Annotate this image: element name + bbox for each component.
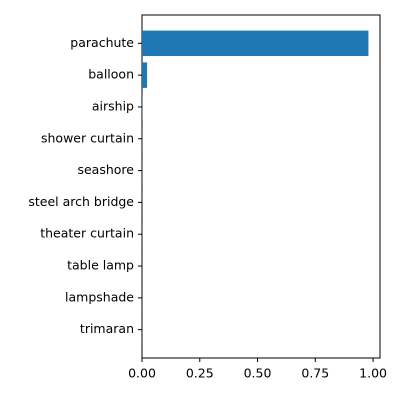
y-tick-label: steel arch bridge: [28, 194, 134, 209]
y-tick-label: balloon: [88, 67, 134, 82]
bar: [142, 30, 369, 57]
y-tick-label: table lamp: [67, 258, 134, 273]
y-tick-label: parachute: [70, 35, 134, 50]
y-tick-label: seashore: [77, 162, 134, 177]
x-tick-label: 1.00: [359, 366, 387, 381]
x-tick-label: 0.25: [186, 366, 214, 381]
bar: [142, 62, 148, 88]
x-tick-label: 0.75: [301, 366, 329, 381]
plot-frame: [141, 14, 381, 359]
y-tick-label: lampshade: [65, 289, 134, 304]
y-tick-label: trimaran: [80, 321, 134, 336]
y-tick-label: airship: [92, 98, 134, 113]
y-tick-label: shower curtain: [41, 130, 134, 145]
x-tick-label: 0.50: [244, 366, 272, 381]
y-tick-label: theater curtain: [40, 226, 134, 241]
x-tick-label: 0.00: [128, 366, 156, 381]
